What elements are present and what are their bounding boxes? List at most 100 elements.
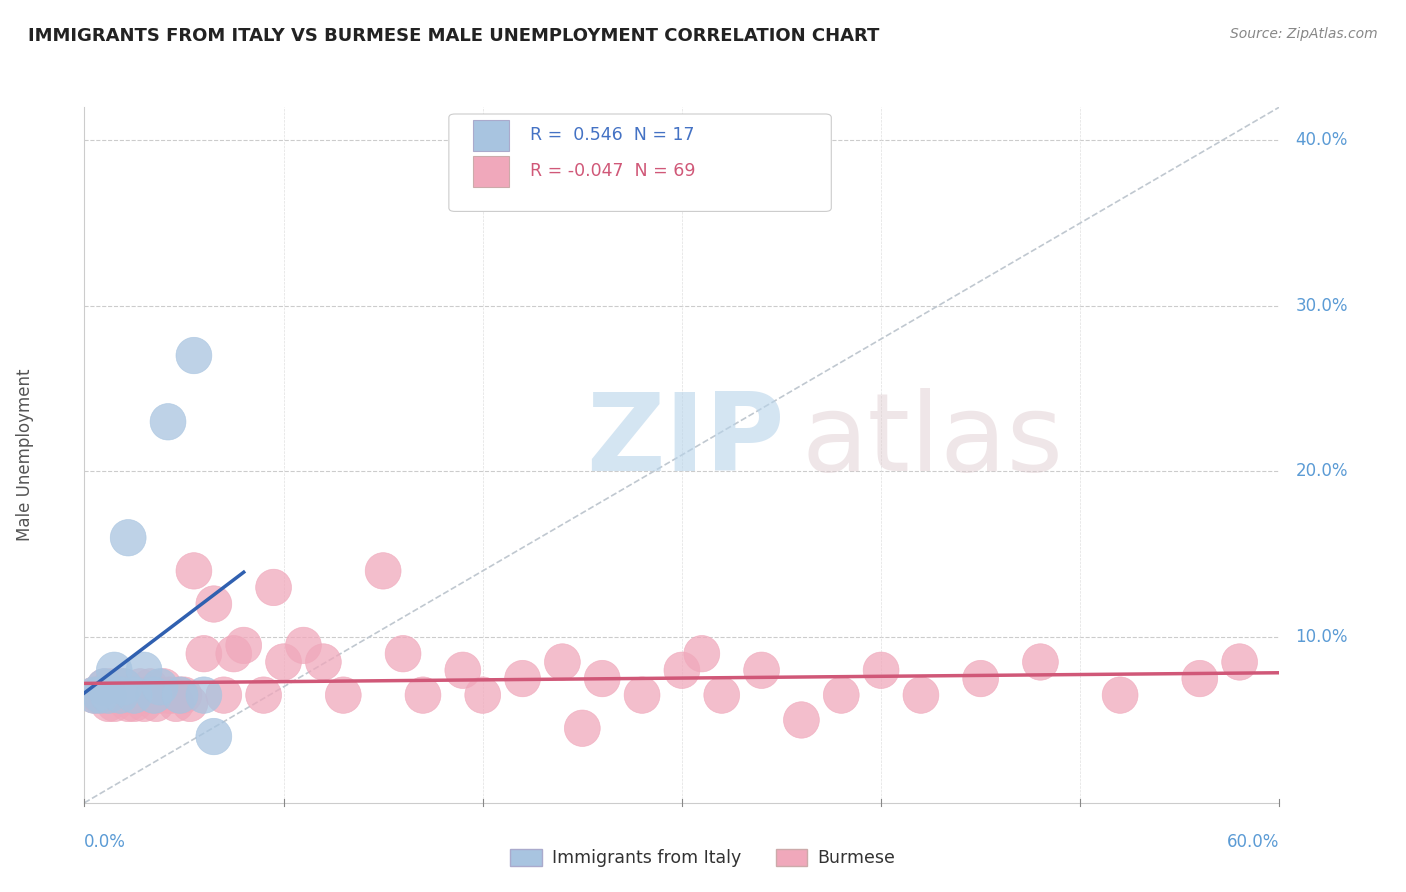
Ellipse shape [110, 685, 146, 722]
Ellipse shape [176, 337, 212, 374]
Ellipse shape [108, 677, 145, 714]
Ellipse shape [166, 677, 202, 714]
Ellipse shape [146, 669, 181, 705]
Ellipse shape [127, 652, 162, 689]
Ellipse shape [325, 677, 361, 714]
Ellipse shape [120, 677, 156, 714]
Ellipse shape [1022, 644, 1059, 681]
Ellipse shape [624, 677, 659, 714]
Ellipse shape [150, 403, 186, 440]
Ellipse shape [142, 669, 179, 705]
Ellipse shape [86, 669, 122, 705]
FancyBboxPatch shape [472, 120, 509, 151]
Text: 0.0%: 0.0% [84, 832, 127, 851]
Ellipse shape [444, 652, 481, 689]
Ellipse shape [104, 677, 141, 714]
Ellipse shape [405, 677, 441, 714]
Ellipse shape [186, 635, 222, 672]
Ellipse shape [744, 652, 779, 689]
Text: Male Unemployment: Male Unemployment [15, 368, 34, 541]
Ellipse shape [89, 677, 124, 714]
Ellipse shape [366, 553, 401, 589]
Ellipse shape [465, 677, 501, 714]
Ellipse shape [122, 669, 157, 705]
Ellipse shape [162, 677, 198, 714]
Ellipse shape [80, 677, 117, 714]
Ellipse shape [195, 718, 232, 755]
Ellipse shape [103, 669, 138, 705]
Ellipse shape [385, 635, 420, 672]
Ellipse shape [76, 677, 112, 714]
Ellipse shape [136, 677, 172, 714]
Text: 30.0%: 30.0% [1295, 297, 1348, 315]
Ellipse shape [117, 677, 152, 714]
Text: 40.0%: 40.0% [1295, 131, 1348, 149]
Ellipse shape [256, 569, 291, 606]
Ellipse shape [585, 660, 620, 697]
Ellipse shape [132, 669, 169, 705]
Ellipse shape [664, 652, 700, 689]
Ellipse shape [205, 677, 242, 714]
Ellipse shape [176, 553, 212, 589]
Ellipse shape [84, 677, 121, 714]
Ellipse shape [564, 710, 600, 747]
Ellipse shape [117, 685, 152, 722]
Ellipse shape [285, 627, 322, 664]
Ellipse shape [127, 685, 162, 722]
Ellipse shape [544, 644, 581, 681]
Ellipse shape [157, 685, 194, 722]
Ellipse shape [107, 669, 142, 705]
Ellipse shape [118, 677, 155, 714]
Ellipse shape [131, 677, 166, 714]
Ellipse shape [1102, 677, 1137, 714]
Ellipse shape [863, 652, 898, 689]
Ellipse shape [246, 677, 281, 714]
Ellipse shape [76, 677, 112, 714]
Ellipse shape [136, 677, 172, 714]
Ellipse shape [266, 644, 301, 681]
Ellipse shape [110, 519, 146, 556]
FancyBboxPatch shape [449, 114, 831, 211]
Text: 10.0%: 10.0% [1295, 628, 1348, 646]
Text: IMMIGRANTS FROM ITALY VS BURMESE MALE UNEMPLOYMENT CORRELATION CHART: IMMIGRANTS FROM ITALY VS BURMESE MALE UN… [28, 27, 880, 45]
Ellipse shape [83, 677, 118, 714]
Ellipse shape [96, 652, 132, 689]
Ellipse shape [86, 669, 122, 705]
Ellipse shape [90, 677, 127, 714]
Ellipse shape [112, 677, 148, 714]
Text: 60.0%: 60.0% [1227, 832, 1279, 851]
Ellipse shape [150, 677, 186, 714]
Ellipse shape [505, 660, 540, 697]
Ellipse shape [217, 635, 252, 672]
Ellipse shape [1182, 660, 1218, 697]
Ellipse shape [963, 660, 998, 697]
Ellipse shape [100, 677, 136, 714]
Text: Source: ZipAtlas.com: Source: ZipAtlas.com [1230, 27, 1378, 41]
Ellipse shape [824, 677, 859, 714]
Text: ZIP: ZIP [586, 388, 785, 494]
Ellipse shape [107, 669, 142, 705]
Ellipse shape [704, 677, 740, 714]
Ellipse shape [103, 677, 138, 714]
Ellipse shape [172, 685, 208, 722]
Ellipse shape [128, 677, 165, 714]
Ellipse shape [142, 677, 179, 714]
Ellipse shape [162, 677, 198, 714]
Legend: Immigrants from Italy, Burmese: Immigrants from Italy, Burmese [503, 842, 903, 874]
Ellipse shape [186, 677, 222, 714]
Ellipse shape [783, 702, 820, 739]
Text: R =  0.546  N = 17: R = 0.546 N = 17 [530, 127, 695, 145]
Ellipse shape [155, 677, 190, 714]
Text: R = -0.047  N = 69: R = -0.047 N = 69 [530, 162, 696, 180]
Ellipse shape [1222, 644, 1257, 681]
Ellipse shape [96, 677, 132, 714]
FancyBboxPatch shape [472, 156, 509, 187]
Ellipse shape [226, 627, 262, 664]
Ellipse shape [138, 685, 174, 722]
Ellipse shape [903, 677, 939, 714]
Ellipse shape [305, 644, 342, 681]
Text: 20.0%: 20.0% [1295, 462, 1348, 481]
Ellipse shape [683, 635, 720, 672]
Ellipse shape [96, 685, 132, 722]
Ellipse shape [90, 685, 127, 722]
